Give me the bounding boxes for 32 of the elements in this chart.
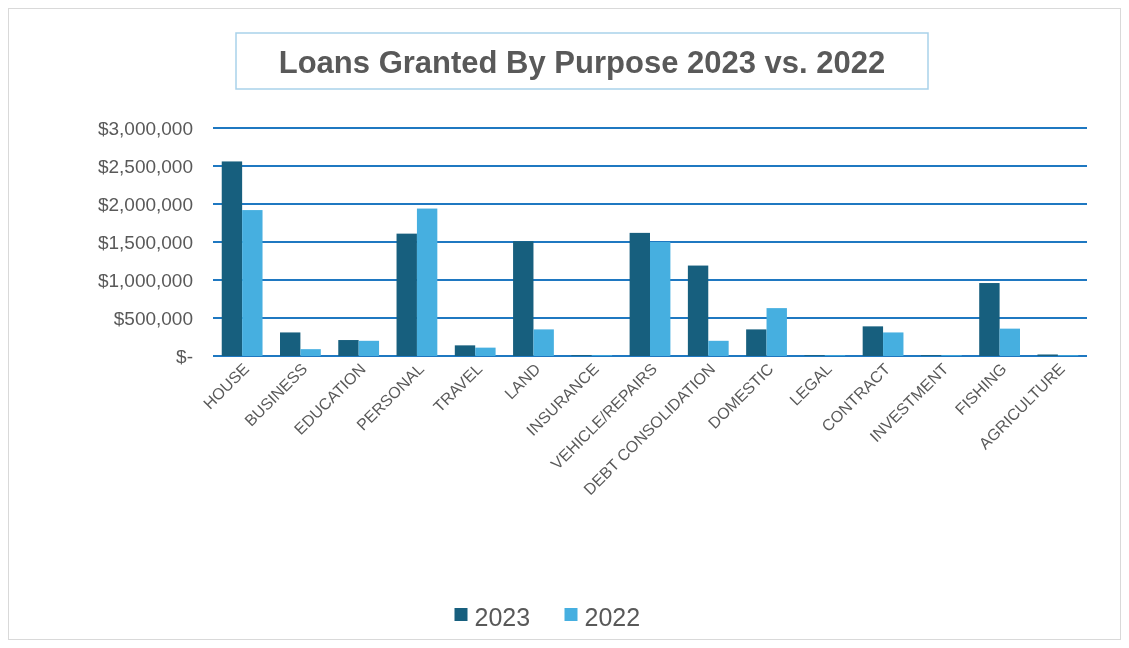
bar [708,340,729,356]
bar [629,232,650,356]
bar [883,332,904,356]
bar [338,340,359,356]
y-tick-label: $- [176,345,193,367]
legend-label: 2022 [584,602,641,631]
bar [358,340,380,356]
y-tick-label: $500,000 [113,307,193,329]
bar [999,328,1020,356]
bar [766,308,787,356]
y-tick-label: $2,500,000 [97,155,193,177]
y-tick-label: $1,000,000 [97,269,193,291]
bar [650,242,671,356]
y-tick-label: $3,000,000 [97,117,193,139]
bar [533,329,554,356]
bar [396,233,417,356]
bar [280,332,301,356]
bar [475,347,496,356]
bar [513,241,534,356]
y-tick-label: $1,500,000 [97,231,193,253]
bar [416,208,438,356]
bar [242,210,263,356]
bar [687,265,709,356]
bar [454,345,476,356]
bar [979,283,1000,356]
bar [300,349,321,356]
bar [221,161,243,356]
legend-label: 2023 [474,602,531,631]
bar [746,329,767,356]
y-tick-label: $2,000,000 [97,193,193,215]
bar [862,326,884,356]
chart-title: Loans Granted By Purpose 2023 vs. 2022 [278,45,886,80]
